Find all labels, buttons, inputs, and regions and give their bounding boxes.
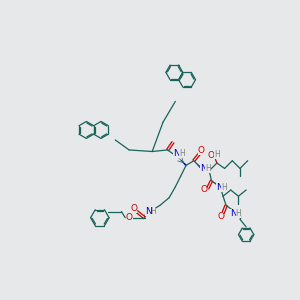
Text: N: N xyxy=(145,207,152,216)
Text: H: H xyxy=(214,150,220,159)
Polygon shape xyxy=(194,161,202,169)
Text: O: O xyxy=(126,213,133,222)
Text: N: N xyxy=(200,164,206,173)
Text: O: O xyxy=(198,146,205,155)
Text: H: H xyxy=(221,183,227,192)
Text: H: H xyxy=(236,208,241,217)
Text: N: N xyxy=(216,183,223,192)
Text: H: H xyxy=(205,164,211,173)
Text: O: O xyxy=(217,212,224,221)
Text: H: H xyxy=(150,207,156,216)
Text: N: N xyxy=(230,208,237,217)
Text: O: O xyxy=(200,185,207,194)
Text: H: H xyxy=(179,148,185,158)
Polygon shape xyxy=(178,158,187,166)
Text: O: O xyxy=(130,204,137,213)
Text: N: N xyxy=(173,148,180,158)
Polygon shape xyxy=(212,181,220,187)
Text: O: O xyxy=(208,151,215,160)
